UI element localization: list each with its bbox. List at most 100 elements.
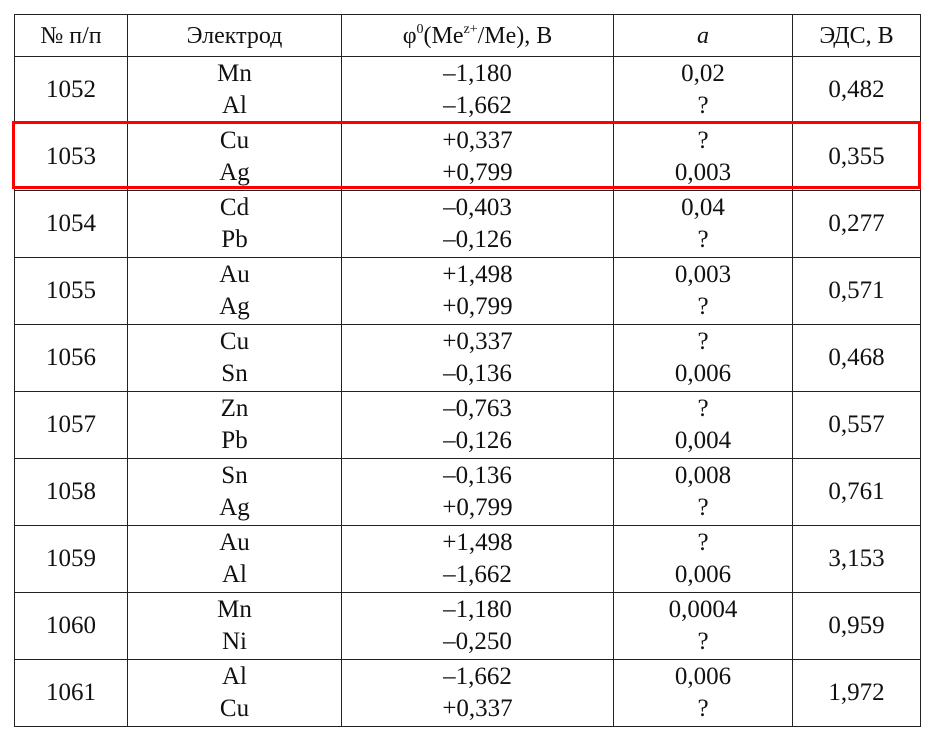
cell-emf: 0,761 xyxy=(792,458,921,526)
cell-emf-value: 1,972 xyxy=(828,679,885,706)
cell-activity-value: 0,003 xyxy=(674,261,732,288)
cell-electrode-value: Cd xyxy=(219,194,250,221)
cell-electrode: Zn Pb xyxy=(127,391,342,459)
table-row: 1053 Cu Ag +0,337 +0,799 ? 0,003 0,355 xyxy=(14,123,921,191)
cell-num-value: 1052 xyxy=(46,76,96,103)
cell-activity-value: ? xyxy=(697,494,709,521)
cell-emf-value: 3,153 xyxy=(828,545,885,572)
cell-potential-value: –0,136 xyxy=(443,462,512,489)
cell-num: 1052 xyxy=(14,56,128,124)
cell-activity-value: 0,003 xyxy=(674,159,732,186)
cell-num-value: 1053 xyxy=(46,143,96,170)
cell-num-value: 1059 xyxy=(46,545,96,572)
cell-potential-value: –0,126 xyxy=(443,427,512,454)
cell-num: 1060 xyxy=(14,592,128,660)
cell-activity: ? 0,003 xyxy=(613,123,793,191)
cell-electrode: Au Ag xyxy=(127,257,342,325)
cell-num-value: 1061 xyxy=(46,679,96,706)
cell-activity-value: ? xyxy=(697,529,709,556)
cell-potential: –1,180 –1,662 xyxy=(341,56,614,124)
cell-electrode: Mn Ni xyxy=(127,592,342,660)
cell-potential: –1,662 +0,337 xyxy=(341,659,614,727)
phi-symbol: φ xyxy=(402,22,417,49)
table-row: 1058 Sn Ag –0,136 +0,799 0,008? 0,761 xyxy=(14,458,921,526)
cell-emf-value: 0,959 xyxy=(828,612,885,639)
cell-electrode-value: Al xyxy=(222,92,247,119)
cell-emf: 0,468 xyxy=(792,324,921,392)
cell-activity: 0,006? xyxy=(613,659,793,727)
cell-emf: 1,972 xyxy=(792,659,921,727)
cell-potential-value: +0,337 xyxy=(442,328,513,355)
cell-potential: +0,337 +0,799 xyxy=(341,123,614,191)
cell-emf-value: 0,761 xyxy=(828,478,885,505)
table-row: 1060 Mn Ni –1,180 –0,250 0,0004? 0,959 xyxy=(14,592,921,660)
header-electrode: Электрод xyxy=(127,14,342,57)
cell-potential-value: +0,337 xyxy=(442,127,513,154)
cell-num-value: 1056 xyxy=(46,344,96,371)
cell-emf: 0,571 xyxy=(792,257,921,325)
cell-potential-value: –1,180 xyxy=(443,596,512,623)
table-row: 1057 Zn Pb –0,763 –0,126? 0,004 0,557 xyxy=(14,391,921,459)
cell-num: 1055 xyxy=(14,257,128,325)
cell-electrode: Au Al xyxy=(127,525,342,593)
cell-emf: 0,959 xyxy=(792,592,921,660)
cell-potential: –0,763 –0,126 xyxy=(341,391,614,459)
cell-electrode-value: Sn xyxy=(221,360,248,387)
cell-num: 1058 xyxy=(14,458,128,526)
cell-electrode-value: Au xyxy=(219,261,250,288)
cell-emf-value: 0,277 xyxy=(828,210,885,237)
cell-num-value: 1057 xyxy=(46,411,96,438)
table-row: 1052 Mn Al –1,180 –1,662 0,02? 0,482 xyxy=(14,56,921,124)
cell-electrode-value: Mn xyxy=(217,596,252,623)
header-row: № п/п Электрод φ0(Mez+/Me), В a ЭДС, В xyxy=(14,14,921,57)
cell-activity: 0,0004? xyxy=(613,592,793,660)
electrode-table: № п/п Электрод φ0(Mez+/Me), В a ЭДС, В 1… xyxy=(14,14,921,727)
table-row: 1061 Al Cu –1,662 +0,337 0,006? 1,972 xyxy=(14,659,921,727)
cell-potential-value: +0,799 xyxy=(442,159,513,186)
cell-electrode: Al Cu xyxy=(127,659,342,727)
cell-electrode: Cu Ag xyxy=(127,123,342,191)
cell-potential-value: +0,799 xyxy=(442,494,513,521)
cell-activity: 0,04? xyxy=(613,190,793,258)
cell-potential-value: +0,799 xyxy=(442,293,513,320)
cell-activity-value: 0,006 xyxy=(674,663,732,690)
cell-electrode-value: Ni xyxy=(222,628,247,655)
cell-electrode-value: Pb xyxy=(221,427,248,454)
cell-electrode-value: Pb xyxy=(221,226,248,253)
cell-activity-value: 0,004 xyxy=(674,427,732,454)
charge-superscript: z+ xyxy=(463,21,478,37)
cell-num: 1056 xyxy=(14,324,128,392)
table-row: 1055 Au Ag +1,498 +0,799 0,003? 0,571 xyxy=(14,257,921,325)
cell-potential: –1,180 –0,250 xyxy=(341,592,614,660)
cell-activity-value: ? xyxy=(697,628,709,655)
cell-activity-value: 0,02 xyxy=(681,60,725,87)
cell-num-value: 1055 xyxy=(46,277,96,304)
cell-electrode-value: Cu xyxy=(219,695,250,722)
cell-num: 1054 xyxy=(14,190,128,258)
cell-emf: 0,277 xyxy=(792,190,921,258)
cell-potential-value: –1,662 xyxy=(443,92,512,119)
cell-activity-value: 0,04 xyxy=(681,194,725,221)
cell-activity-value: 0,0004 xyxy=(668,596,738,623)
cell-potential: –0,136 +0,799 xyxy=(341,458,614,526)
cell-emf: 0,482 xyxy=(792,56,921,124)
cell-emf-value: 0,355 xyxy=(828,143,885,170)
cell-activity-value: ? xyxy=(697,226,709,253)
cell-activity-value: 0,006 xyxy=(674,561,732,588)
cell-activity-value: ? xyxy=(697,695,709,722)
cell-electrode-value: Mn xyxy=(217,60,252,87)
cell-potential-value: –0,250 xyxy=(443,628,512,655)
header-activity: a xyxy=(613,14,793,57)
cell-potential-value: –1,662 xyxy=(443,561,512,588)
cell-potential: +1,498 –1,662 xyxy=(341,525,614,593)
phi-me: (Me xyxy=(423,22,464,49)
cell-activity-value: ? xyxy=(697,328,709,355)
cell-emf: 0,557 xyxy=(792,391,921,459)
header-potential: φ0(Mez+/Me), В xyxy=(341,14,614,57)
cell-potential-value: –0,403 xyxy=(443,194,512,221)
cell-electrode: Cd Pb xyxy=(127,190,342,258)
cell-potential-value: –0,136 xyxy=(443,360,512,387)
cell-activity: 0,008? xyxy=(613,458,793,526)
cell-potential-value: +1,498 xyxy=(442,529,513,556)
table-row: 1056 Cu Sn +0,337 –0,136? 0,006 0,468 xyxy=(14,324,921,392)
